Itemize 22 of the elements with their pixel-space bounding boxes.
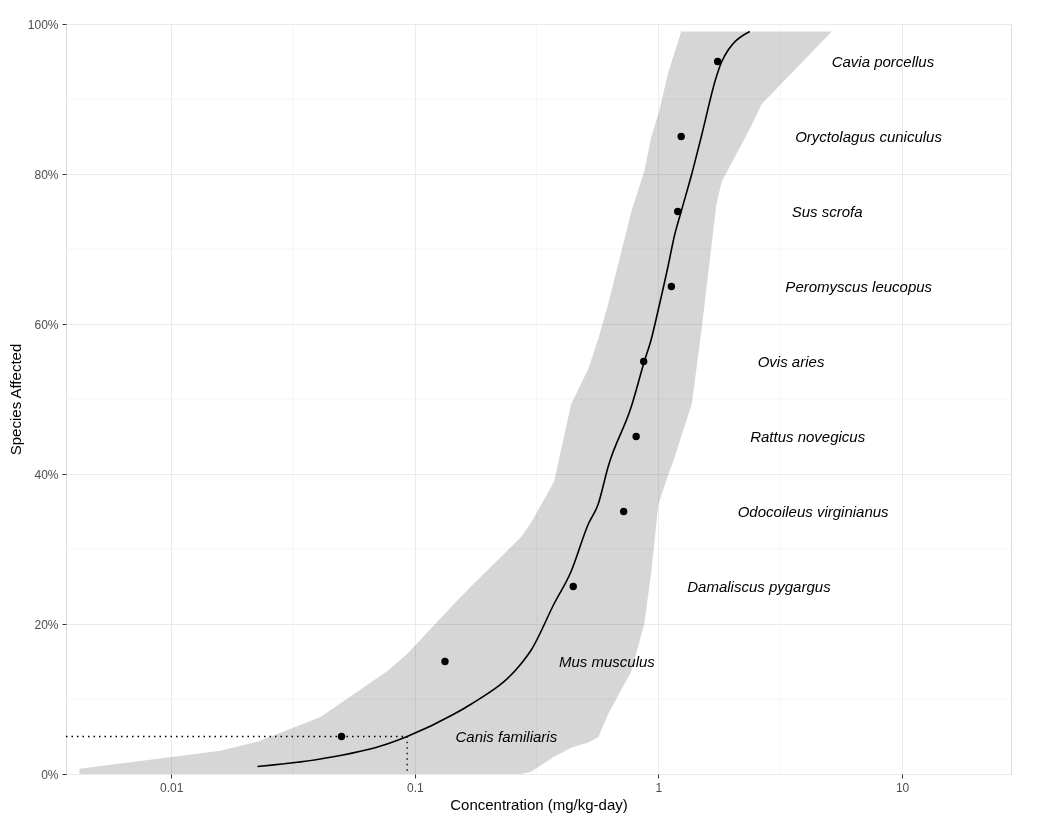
y-axis-title: Species Affected bbox=[6, 343, 24, 456]
y-tick-label: 60% bbox=[34, 317, 59, 332]
y-tick-label: 40% bbox=[34, 467, 59, 482]
x-tick-label: 0.01 bbox=[160, 780, 184, 795]
annotation: Ovis aries bbox=[757, 352, 825, 370]
x-axis-title: Concentration (mg/kg-day) bbox=[450, 795, 628, 813]
x-tick-label: 0.1 bbox=[406, 780, 424, 795]
y-tick-label: 0% bbox=[41, 767, 59, 782]
x-tick-label: 1 bbox=[655, 780, 663, 795]
y-tick-label: 20% bbox=[34, 617, 59, 632]
annotation: Sus scrofa bbox=[791, 202, 863, 220]
annotation: Rattus novegicus bbox=[750, 427, 866, 445]
annotation: Peromyscus leucopus bbox=[785, 277, 933, 295]
y-tick-label: 100% bbox=[27, 17, 59, 32]
annotation: Canis familiaris bbox=[455, 727, 558, 745]
y-tick-label: 80% bbox=[34, 167, 59, 182]
annotation: Odocoileus virginianus bbox=[737, 502, 890, 520]
annotation: Mus musculus bbox=[558, 652, 656, 670]
x-tick-label: 10 bbox=[895, 780, 910, 795]
annotation: Damaliscus pygargus bbox=[687, 577, 832, 595]
annotation: Oryctolagus cuniculus bbox=[795, 127, 943, 145]
annotation: Cavia porcellus bbox=[831, 52, 935, 70]
